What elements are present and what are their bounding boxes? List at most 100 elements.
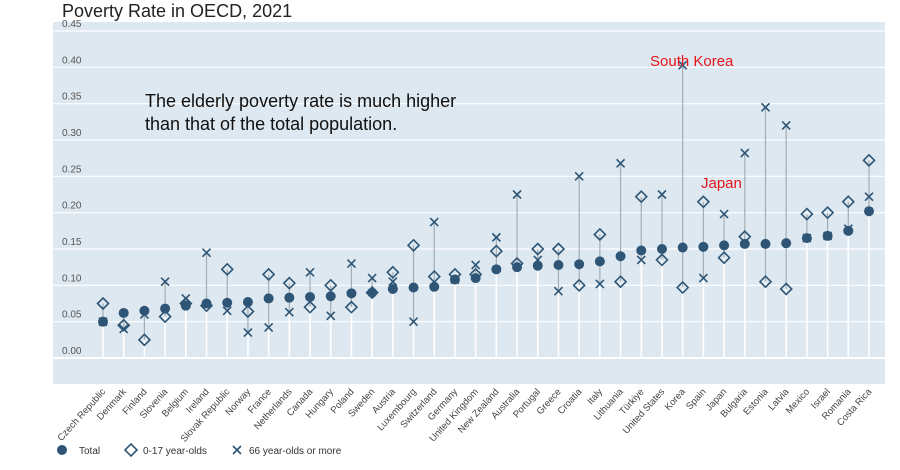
total-marker xyxy=(719,240,730,251)
annotation-japan: Japan xyxy=(701,175,742,192)
elderly-marker xyxy=(388,277,398,287)
total-marker xyxy=(781,238,792,249)
elderly-marker xyxy=(512,189,522,200)
chart-title: Poverty Rate in OECD, 2021 xyxy=(62,1,292,21)
child-marker xyxy=(158,309,172,324)
x-tick-label: Croatia xyxy=(556,386,585,417)
elderly-marker xyxy=(781,120,791,131)
child-marker xyxy=(96,296,110,311)
elderly-marker xyxy=(595,279,605,289)
total-marker xyxy=(367,287,378,298)
total-marker xyxy=(801,233,812,244)
legend: Total 0-17 year-olds 66 year-olds or mor… xyxy=(57,442,342,458)
total-marker xyxy=(656,244,667,254)
child-marker xyxy=(676,280,690,295)
y-tick-label: 0.05 xyxy=(62,310,82,321)
child-marker xyxy=(303,300,317,314)
y-tick-label: 0.20 xyxy=(62,201,82,212)
total-marker xyxy=(677,242,688,253)
total-marker xyxy=(636,245,647,256)
total-marker xyxy=(574,259,585,270)
elderly-marker xyxy=(367,273,377,283)
child-marker xyxy=(717,251,731,265)
child-marker xyxy=(758,275,773,289)
elderly-marker xyxy=(326,311,336,321)
elderly-marker xyxy=(119,324,129,334)
legend-child-label: 0-17 year-olds xyxy=(143,446,207,457)
total-marker xyxy=(263,293,274,304)
y-tick-label: 0.25 xyxy=(62,164,82,175)
child-marker xyxy=(551,242,566,256)
elderly-marker xyxy=(201,248,212,258)
child-marker xyxy=(344,300,359,314)
annotation-line-1: The elderly poverty rate is much higher xyxy=(145,91,456,111)
total-marker xyxy=(139,305,150,316)
elderly-marker xyxy=(574,171,584,181)
child-marker xyxy=(282,276,296,290)
legend-elderly-label: 66 year-olds or more xyxy=(249,446,342,457)
child-marker xyxy=(862,153,876,167)
annotation-line-2: than that of the total population. xyxy=(145,114,397,134)
total-marker xyxy=(760,238,771,249)
legend-total-label: Total xyxy=(79,446,100,457)
child-marker xyxy=(800,207,814,221)
elderly-marker xyxy=(408,317,419,327)
elderly-marker xyxy=(657,189,667,200)
total-marker xyxy=(615,251,626,262)
child-marker xyxy=(593,227,607,242)
plot-background xyxy=(53,22,885,384)
child-marker xyxy=(386,265,400,279)
elderly-marker xyxy=(429,217,439,227)
total-marker xyxy=(305,291,316,302)
child-marker xyxy=(696,195,711,209)
child-marker xyxy=(779,282,793,296)
total-marker xyxy=(594,256,605,267)
child-marker xyxy=(324,278,338,292)
child-marker xyxy=(406,238,421,252)
child-marker xyxy=(241,304,255,319)
elderly-marker xyxy=(698,273,708,283)
total-marker xyxy=(449,274,460,285)
elderly-marker xyxy=(284,307,294,317)
total-marker xyxy=(222,297,233,308)
elderly-marker xyxy=(181,293,191,303)
elderly-marker xyxy=(678,60,688,70)
elderly-marker xyxy=(305,267,315,277)
child-marker xyxy=(613,275,628,289)
total-marker xyxy=(346,288,357,299)
total-marker xyxy=(284,292,295,303)
total-marker xyxy=(98,316,108,327)
child-marker xyxy=(117,318,131,332)
legend-total-marker xyxy=(57,445,67,455)
y-tick-label: 0.30 xyxy=(62,128,82,139)
child-marker xyxy=(489,244,503,258)
total-marker xyxy=(491,264,502,275)
total-marker xyxy=(512,262,523,273)
legend-child-marker xyxy=(123,442,139,458)
total-marker xyxy=(242,297,253,308)
child-marker xyxy=(572,278,586,292)
elderly-marker xyxy=(264,322,274,333)
y-tick-label: 0.40 xyxy=(62,55,82,66)
elderly-marker xyxy=(864,192,874,202)
x-tick-label: Spain xyxy=(684,387,708,412)
total-marker xyxy=(325,291,336,302)
total-marker xyxy=(698,241,709,252)
elderly-marker xyxy=(222,306,232,316)
y-tick-label: 0.45 xyxy=(62,19,82,30)
total-marker xyxy=(739,238,750,249)
elderly-marker xyxy=(471,260,481,270)
elderly-marker xyxy=(553,286,564,296)
total-marker xyxy=(470,273,481,284)
y-tick-label: 0.10 xyxy=(62,273,82,284)
total-marker xyxy=(532,260,543,271)
y-tick-label: 0.15 xyxy=(62,237,82,248)
elderly-marker xyxy=(243,328,253,338)
child-marker xyxy=(655,253,669,267)
total-marker xyxy=(822,230,833,241)
child-marker xyxy=(261,267,276,282)
total-marker xyxy=(553,259,564,270)
elderly-marker xyxy=(616,158,626,168)
y-tick-label: 0.00 xyxy=(62,346,82,357)
y-tick-label: 0.35 xyxy=(62,92,82,103)
